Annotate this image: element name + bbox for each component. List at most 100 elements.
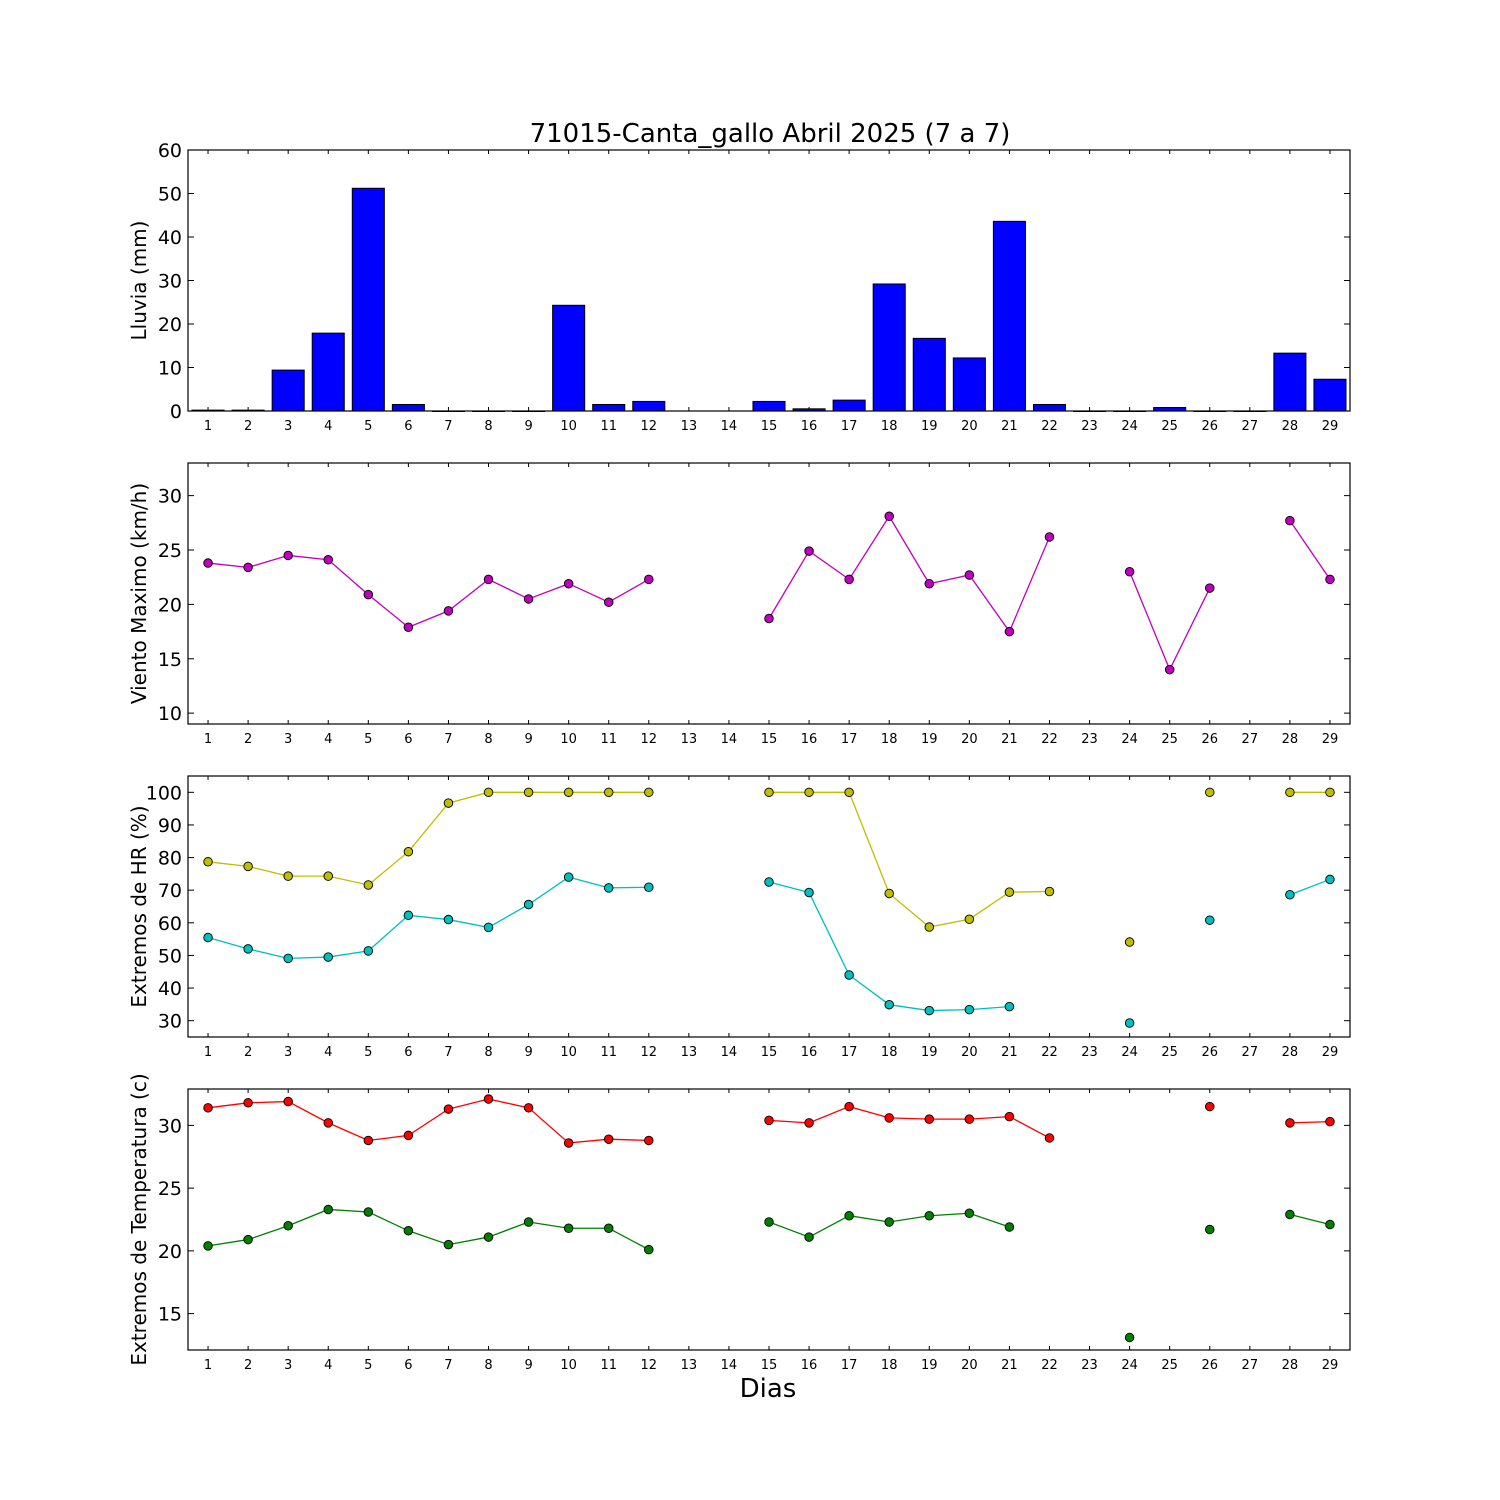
bar-day-12 bbox=[632, 400, 666, 412]
series-1-point-day-1 bbox=[203, 1103, 213, 1113]
series-2-point-day-9 bbox=[523, 899, 534, 910]
series-1-point-day-28 bbox=[1285, 1118, 1295, 1128]
series-2-point-day-15 bbox=[764, 1217, 774, 1227]
y-tick-label: 30 bbox=[158, 486, 182, 508]
x-tick-label: 19 bbox=[921, 732, 938, 747]
x-tick-label: 29 bbox=[1322, 1358, 1339, 1373]
x-tick-label: 5 bbox=[364, 1358, 372, 1373]
x-tick-label: 21 bbox=[1001, 1358, 1018, 1373]
y-tick-label: 0 bbox=[170, 401, 182, 423]
series-2-line bbox=[768, 881, 1010, 1012]
series-1-point-day-24 bbox=[1124, 567, 1135, 577]
bar-day-19 bbox=[912, 337, 946, 412]
series-1-point-day-22 bbox=[1044, 886, 1055, 897]
x-tick-label: 11 bbox=[600, 1045, 617, 1060]
x-tick-label: 10 bbox=[560, 732, 577, 747]
series-1-point-day-18 bbox=[884, 888, 894, 899]
series-1-point-day-26 bbox=[1205, 787, 1215, 798]
series-2-point-day-17 bbox=[844, 1210, 854, 1221]
series-2-point-day-1 bbox=[203, 932, 213, 943]
series-2-point-day-3 bbox=[283, 1221, 293, 1231]
bar-day-5 bbox=[351, 187, 385, 412]
series-1-line bbox=[1289, 1120, 1330, 1124]
x-tick-label: 2 bbox=[244, 1045, 252, 1060]
series-1-point-day-8 bbox=[483, 1094, 494, 1104]
x-tick-label: 1 bbox=[204, 732, 212, 747]
x-tick-label: 22 bbox=[1041, 732, 1058, 747]
series-2-point-day-24 bbox=[1124, 1332, 1135, 1343]
x-tick-label: 25 bbox=[1161, 1358, 1178, 1373]
x-tick-label: 18 bbox=[881, 1358, 898, 1373]
x-tick-label: 20 bbox=[961, 1045, 978, 1060]
y-tick-label: 15 bbox=[158, 649, 182, 671]
x-tick-label: 15 bbox=[761, 1358, 778, 1373]
x-tick-label: 16 bbox=[801, 1045, 818, 1060]
series-1-point-day-5 bbox=[363, 880, 374, 890]
series-2-point-day-15 bbox=[764, 877, 774, 887]
series-1-point-day-10 bbox=[563, 1138, 574, 1148]
x-tick-label: 25 bbox=[1161, 1045, 1178, 1060]
x-tick-label: 7 bbox=[444, 732, 452, 747]
x-tick-label: 2 bbox=[244, 732, 252, 747]
bar-day-4 bbox=[311, 332, 345, 412]
x-tick-label: 7 bbox=[444, 1358, 452, 1373]
y-axis-label: Lluvia (mm) bbox=[127, 221, 151, 341]
series-1-point-day-11 bbox=[603, 1134, 614, 1144]
series-1-point-day-4 bbox=[323, 555, 333, 565]
series-1-point-day-17 bbox=[844, 574, 854, 585]
series-1-point-day-21 bbox=[1004, 626, 1015, 637]
series-2-point-day-4 bbox=[323, 952, 333, 962]
series-1-point-day-7 bbox=[443, 1104, 454, 1114]
series-1-point-day-28 bbox=[1285, 515, 1295, 526]
x-tick-label: 26 bbox=[1201, 1045, 1218, 1060]
x-tick-label: 9 bbox=[524, 1045, 532, 1060]
series-2-point-day-11 bbox=[603, 1223, 614, 1234]
series-2-point-day-26 bbox=[1205, 915, 1215, 925]
x-tick-label: 24 bbox=[1121, 732, 1138, 747]
series-1-point-day-11 bbox=[603, 787, 614, 798]
series-1-point-day-7 bbox=[443, 798, 454, 808]
series-1-point-day-21 bbox=[1004, 1111, 1015, 1122]
series-1-point-day-17 bbox=[844, 787, 854, 798]
series-1-point-day-20 bbox=[964, 1114, 975, 1124]
series-2-point-day-17 bbox=[844, 970, 854, 980]
x-tick-label: 12 bbox=[641, 419, 658, 434]
series-2-point-day-21 bbox=[1004, 1001, 1015, 1012]
x-tick-label: 5 bbox=[364, 1045, 372, 1060]
series-1-point-day-29 bbox=[1325, 574, 1335, 585]
x-tick-label: 23 bbox=[1081, 1045, 1098, 1060]
bar-day-11 bbox=[592, 403, 626, 412]
series-1-point-day-24 bbox=[1124, 937, 1135, 947]
x-tick-label: 28 bbox=[1282, 1045, 1299, 1060]
series-2-line bbox=[1289, 1213, 1331, 1226]
series-2-point-day-8 bbox=[483, 1232, 494, 1242]
bar-day-3 bbox=[271, 369, 305, 412]
bar-day-6 bbox=[391, 403, 425, 412]
series-1-point-day-8 bbox=[483, 787, 494, 798]
series-1-point-day-18 bbox=[884, 1113, 894, 1123]
x-tick-label: 12 bbox=[641, 1358, 658, 1373]
series-1-point-day-12 bbox=[644, 1135, 654, 1146]
series-1-point-day-6 bbox=[403, 1130, 414, 1141]
x-tick-label: 2 bbox=[244, 419, 252, 434]
x-tick-label: 6 bbox=[404, 732, 412, 747]
series-2-point-day-7 bbox=[443, 1239, 454, 1250]
series-2-line bbox=[207, 1208, 650, 1251]
plot-frame bbox=[187, 462, 1351, 725]
series-1-point-day-3 bbox=[283, 550, 293, 561]
x-tick-label: 17 bbox=[841, 419, 858, 434]
series-2-point-day-2 bbox=[243, 944, 253, 954]
plot-frame bbox=[187, 1088, 1351, 1351]
x-tick-label: 5 bbox=[364, 732, 372, 747]
x-tick-label: 8 bbox=[484, 732, 492, 747]
x-tick-label: 6 bbox=[404, 419, 412, 434]
series-1-point-day-19 bbox=[924, 1114, 935, 1124]
x-tick-label: 11 bbox=[600, 1358, 617, 1373]
series-1-point-day-10 bbox=[563, 787, 574, 798]
series-2-point-day-6 bbox=[403, 910, 414, 921]
series-1-point-day-5 bbox=[363, 589, 374, 600]
x-tick-label: 14 bbox=[721, 732, 738, 747]
series-2-point-day-4 bbox=[323, 1204, 333, 1215]
